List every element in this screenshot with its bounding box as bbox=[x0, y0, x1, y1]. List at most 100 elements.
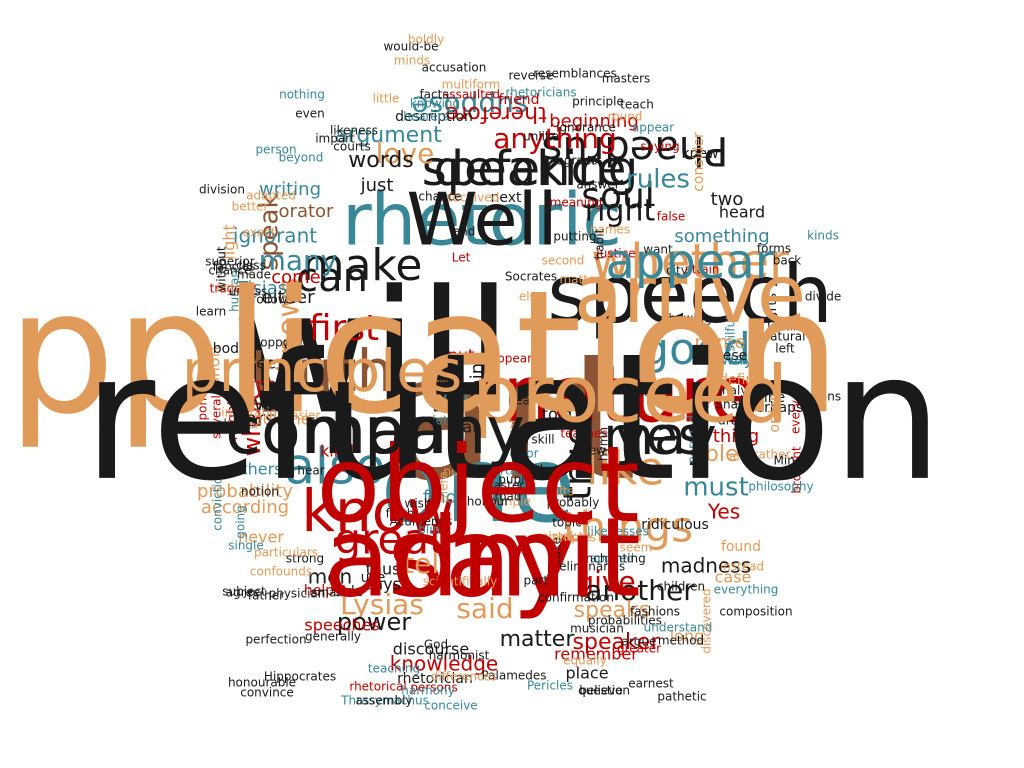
cloud-word: therefore bbox=[445, 101, 547, 126]
cloud-word: unless bbox=[229, 285, 267, 299]
cloud-word: ignorance bbox=[556, 121, 616, 135]
cloud-word: method bbox=[658, 634, 704, 648]
cloud-word: notions bbox=[797, 390, 841, 404]
cloud-word: easier bbox=[284, 409, 321, 423]
cloud-word: rhetorician bbox=[397, 671, 473, 687]
cloud-word: fair bbox=[457, 418, 484, 437]
cloud-word: acting bbox=[216, 281, 253, 295]
cloud-word: power bbox=[337, 608, 411, 636]
cloud-word: earnest bbox=[628, 677, 674, 691]
cloud-word: view bbox=[578, 444, 606, 458]
cloud-word: clear bbox=[733, 394, 763, 408]
cloud-word: chance bbox=[208, 264, 251, 278]
cloud-word: consider bbox=[691, 132, 707, 192]
cloud-word: several bbox=[210, 395, 224, 439]
cloud-word: arts bbox=[718, 414, 741, 428]
cloud-word: can bbox=[296, 255, 368, 301]
cloud-word: learn bbox=[196, 305, 226, 319]
cloud-word: come bbox=[271, 267, 321, 288]
cloud-word: tell bbox=[403, 547, 447, 580]
cloud-word: horse bbox=[232, 407, 288, 431]
cloud-word: way bbox=[721, 350, 753, 369]
cloud-word: impart bbox=[315, 132, 355, 146]
cloud-word: object bbox=[316, 424, 640, 546]
cloud-word: Tisias bbox=[236, 278, 287, 299]
cloud-word: beyond bbox=[279, 151, 324, 165]
cloud-word: matter bbox=[500, 627, 576, 652]
cloud-word: simple bbox=[491, 495, 531, 509]
cloud-word: greater bbox=[617, 642, 661, 656]
cloud-word: multiform bbox=[442, 78, 501, 92]
cloud-word: arrive bbox=[574, 248, 806, 341]
cloud-word: perfection bbox=[245, 633, 306, 647]
cloud-word: upon bbox=[196, 398, 210, 428]
cloud-word: description bbox=[395, 109, 473, 125]
cloud-word: agree bbox=[226, 586, 260, 600]
cloud-word: end bbox=[453, 225, 476, 239]
cloud-word: God bbox=[424, 638, 448, 652]
cloud-word: skilful bbox=[724, 316, 738, 351]
cloud-word: facts bbox=[419, 88, 448, 102]
cloud-word: just bbox=[360, 175, 394, 196]
cloud-word: would-be bbox=[383, 40, 438, 54]
cloud-word: may bbox=[603, 407, 716, 467]
cloud-word: brought bbox=[790, 446, 804, 493]
cloud-word: conceive bbox=[424, 699, 477, 713]
cloud-word: likenesses bbox=[587, 525, 649, 539]
cloud-word: children bbox=[657, 580, 705, 594]
cloud-word: forms bbox=[757, 242, 791, 256]
cloud-word: proceed bbox=[472, 350, 788, 440]
cloud-word: two bbox=[711, 189, 744, 210]
cloud-word: Yes bbox=[707, 500, 740, 524]
cloud-word: put bbox=[448, 346, 475, 365]
cloud-word: heard bbox=[719, 203, 765, 222]
cloud-word: whether bbox=[591, 234, 789, 290]
cloud-word: great bbox=[334, 515, 445, 564]
cloud-word: seem bbox=[620, 541, 653, 555]
cloud-word: first bbox=[309, 308, 379, 349]
cloud-word: man bbox=[303, 394, 447, 469]
cloud-word: head bbox=[636, 386, 666, 400]
cloud-word: principles bbox=[182, 337, 462, 405]
cloud-word: skill bbox=[531, 433, 554, 447]
cloud-word: human bbox=[228, 270, 242, 312]
cloud-word: speak bbox=[255, 193, 285, 270]
cloud-word: else bbox=[519, 290, 543, 304]
cloud-word: opposite bbox=[260, 336, 312, 350]
cloud-word: hymn bbox=[597, 427, 611, 461]
cloud-word: give bbox=[576, 565, 635, 598]
cloud-word: pathetic bbox=[657, 690, 706, 704]
cloud-word: kind bbox=[320, 442, 354, 461]
cloud-word: Acumenus bbox=[390, 515, 453, 529]
cloud-word: name bbox=[694, 332, 745, 353]
cloud-word: probably bbox=[547, 496, 600, 510]
cloud-word: another bbox=[585, 574, 695, 607]
cloud-word: persuaded bbox=[686, 400, 700, 464]
cloud-word: writing bbox=[259, 179, 321, 200]
cloud-word: never bbox=[238, 528, 284, 547]
cloud-word: everything bbox=[714, 583, 779, 597]
cloud-word: likeness bbox=[330, 124, 378, 138]
cloud-word: shorter bbox=[216, 418, 259, 432]
cloud-word: perhaps bbox=[747, 400, 804, 416]
cloud-word: attain bbox=[684, 263, 719, 277]
cloud-word: yes bbox=[615, 407, 705, 467]
cloud-word: second bbox=[542, 254, 585, 268]
cloud-word: Well bbox=[406, 178, 557, 262]
cloud-word: small bbox=[311, 586, 343, 600]
cloud-word: scientifically bbox=[423, 575, 498, 589]
cloud-word: physician bbox=[269, 587, 326, 601]
cloud-word: putting bbox=[553, 230, 596, 244]
cloud-word: Socrates bbox=[505, 270, 557, 284]
cloud-word: case bbox=[715, 568, 752, 587]
cloud-word: every bbox=[789, 400, 803, 434]
cloud-word: make bbox=[302, 240, 423, 291]
cloud-word: well bbox=[246, 392, 290, 417]
cloud-word: teaches bbox=[560, 427, 607, 441]
cloud-word: probability bbox=[197, 481, 293, 502]
cloud-word: equally bbox=[563, 654, 607, 668]
cloud-word: friend bbox=[499, 92, 540, 108]
cloud-word: Lysias bbox=[340, 588, 424, 621]
cloud-word: men bbox=[308, 565, 352, 589]
